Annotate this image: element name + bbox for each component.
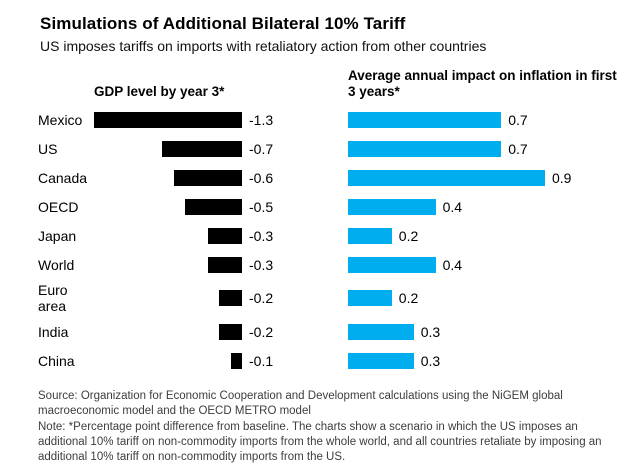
- inflation-column-header: Average annual impact on inflation in fi…: [348, 68, 617, 100]
- gdp-bar-area: [94, 140, 242, 157]
- chart-row: Mexico -1.3 0.7: [38, 108, 624, 131]
- inflation-value: 0.2: [398, 290, 419, 307]
- gdp-bar: [185, 198, 242, 215]
- chart-row: India -0.2 0.3: [38, 321, 624, 344]
- gdp-value: -0.7: [249, 140, 274, 157]
- inflation-bar-area: 0.3: [348, 353, 624, 370]
- chart-row: Euro area -0.2 0.2: [38, 282, 624, 314]
- inflation-bar: [348, 353, 414, 370]
- inflation-bar-area: 0.9: [348, 169, 624, 186]
- gdp-bar-area: [94, 353, 242, 370]
- gdp-bar-area: [94, 111, 242, 128]
- inflation-value: 0.7: [508, 111, 528, 128]
- gdp-bar-area: [94, 256, 242, 273]
- inflation-bar: [348, 111, 502, 128]
- source-text: Source: Organization for Economic Cooper…: [38, 389, 563, 417]
- inflation-bar: [348, 198, 436, 215]
- inflation-bar: [348, 290, 392, 307]
- gdp-bar: [162, 140, 242, 157]
- inflation-bar-area: 0.2: [348, 227, 624, 244]
- inflation-bar: [348, 169, 545, 186]
- inflation-value: 0.7: [508, 140, 528, 157]
- gdp-value: -0.1: [249, 353, 274, 370]
- gdp-bar: [94, 111, 242, 128]
- gdp-bar: [230, 353, 242, 370]
- chart-title: Simulations of Additional Bilateral 10% …: [40, 14, 406, 33]
- chart-footer: Source: Organization for Economic Cooper…: [38, 389, 624, 465]
- category-label: Canada: [38, 169, 88, 186]
- inflation-value: 0.3: [420, 324, 441, 341]
- chart-row: World -0.3 0.4: [38, 253, 624, 276]
- inflation-value: 0.4: [442, 198, 463, 215]
- gdp-value: -0.5: [249, 198, 274, 215]
- gdp-bar-area: [94, 169, 242, 186]
- inflation-bar-area: 0.2: [348, 290, 624, 307]
- chart-row: Canada -0.6 0.9: [38, 166, 624, 189]
- inflation-bar-area: 0.3: [348, 324, 624, 341]
- chart-row: US -0.7 0.7: [38, 137, 624, 160]
- chart-row: China -0.1 0.3: [38, 350, 624, 373]
- column-headers: GDP level by year 3* Average annual impa…: [38, 68, 624, 100]
- inflation-bar-area: 0.7: [348, 140, 624, 157]
- inflation-bar-area: 0.4: [348, 198, 624, 215]
- gdp-bar: [173, 169, 242, 186]
- category-label: Euro area: [38, 282, 68, 315]
- gdp-value: -0.2: [249, 290, 274, 307]
- gdp-value: -1.3: [249, 111, 274, 128]
- gdp-bar: [207, 256, 242, 273]
- category-label: World: [38, 256, 75, 273]
- gdp-bar-area: [94, 290, 242, 307]
- gdp-value: -0.6: [249, 169, 274, 186]
- inflation-bar-area: 0.4: [348, 256, 624, 273]
- inflation-value: 0.2: [398, 227, 419, 244]
- category-label: Mexico: [38, 111, 83, 128]
- category-label: US: [38, 140, 58, 157]
- category-label: Japan: [38, 227, 77, 244]
- category-label: OECD: [38, 198, 79, 215]
- inflation-bar: [348, 140, 502, 157]
- inflation-bar: [348, 227, 392, 244]
- gdp-bar: [219, 290, 242, 307]
- chart-subtitle: US imposes tariffs on imports with retal…: [40, 38, 487, 54]
- gdp-bar-area: [94, 198, 242, 215]
- gdp-bar: [207, 227, 242, 244]
- inflation-value: 0.3: [420, 353, 441, 370]
- inflation-value: 0.9: [552, 169, 572, 186]
- gdp-value: -0.3: [249, 227, 274, 244]
- gdp-value: -0.2: [249, 324, 274, 341]
- inflation-bar-area: 0.7: [348, 111, 624, 128]
- chart-row: Japan -0.3 0.2: [38, 224, 624, 247]
- gdp-value: -0.3: [249, 256, 274, 273]
- gdp-bar-area: [94, 227, 242, 244]
- inflation-value: 0.4: [442, 256, 463, 273]
- bar-rows: Mexico -1.3 0.7 US -0.7 0.7 Canada -0.6 0.9 OECD -…: [38, 108, 624, 378]
- gdp-column-header: GDP level by year 3*: [94, 84, 225, 100]
- note-text: Note: *Percentage point difference from …: [38, 421, 602, 464]
- category-label: China: [38, 353, 75, 370]
- gdp-bar: [219, 324, 242, 341]
- inflation-bar: [348, 256, 436, 273]
- category-label: India: [38, 324, 69, 341]
- gdp-bar-area: [94, 324, 242, 341]
- chart-row: OECD -0.5 0.4: [38, 195, 624, 218]
- inflation-bar: [348, 324, 414, 341]
